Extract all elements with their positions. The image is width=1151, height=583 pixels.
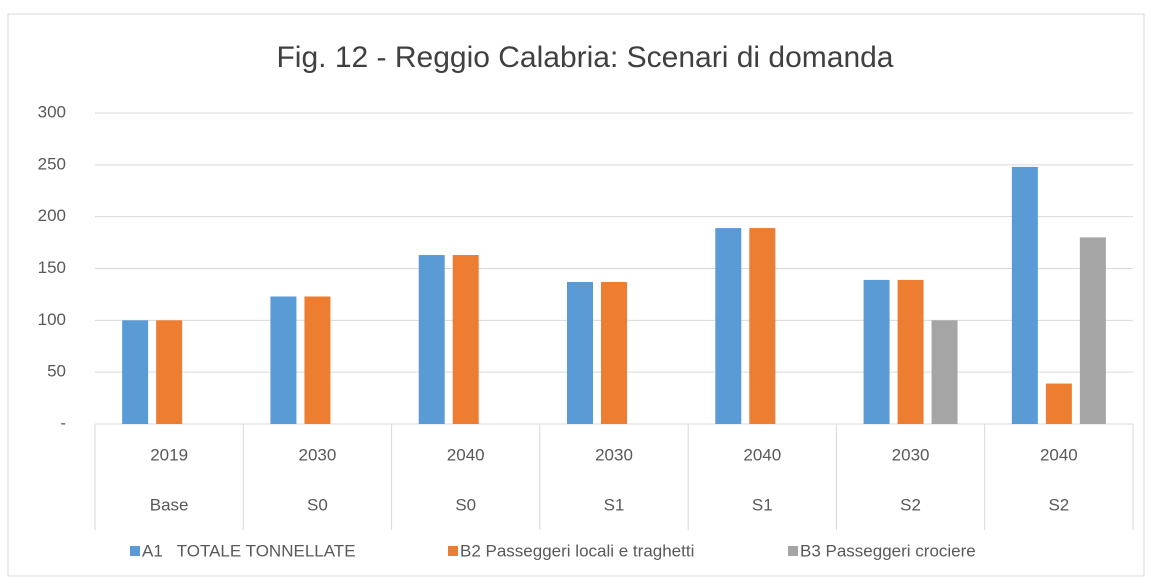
bar <box>156 320 183 424</box>
legend-label: B3 Passeggeri crociere <box>800 541 976 560</box>
x-group-label: S2 <box>1048 495 1069 514</box>
legend-swatch <box>130 546 140 556</box>
x-tick-label: 2030 <box>892 445 930 464</box>
y-tick-label: 100 <box>38 310 66 329</box>
chart-title: Fig. 12 - Reggio Calabria: Scenari di do… <box>276 41 893 74</box>
bar <box>1011 166 1038 424</box>
legend-swatch <box>788 546 798 556</box>
x-group-label: Base <box>150 495 189 514</box>
bar <box>897 279 924 424</box>
bar <box>749 228 776 424</box>
bar <box>304 296 331 424</box>
bar <box>567 281 593 424</box>
x-group-label: S0 <box>455 495 476 514</box>
legend-label: B2 Passeggeri locali e traghetti <box>460 541 694 560</box>
x-group-label: S2 <box>900 495 921 514</box>
bar <box>715 228 742 424</box>
x-group-label: S1 <box>752 495 773 514</box>
legend-label: A1 TOTALE TONNELLATE <box>142 541 356 560</box>
bar <box>270 296 297 424</box>
x-tick-label: 2040 <box>447 445 485 464</box>
y-tick-label: 300 <box>38 102 66 121</box>
bar <box>122 320 149 424</box>
bar <box>452 255 479 424</box>
legend-swatch <box>448 546 458 556</box>
x-tick-label: 2030 <box>299 445 337 464</box>
bar <box>1079 237 1106 424</box>
bar <box>863 279 890 424</box>
x-tick-label: 2040 <box>1040 445 1078 464</box>
y-tick-label: 150 <box>38 258 66 277</box>
x-tick-label: 2030 <box>595 445 633 464</box>
bar <box>601 281 627 424</box>
bar <box>931 320 958 424</box>
y-tick-label: - <box>60 413 66 432</box>
y-tick-label: 50 <box>47 362 66 381</box>
y-tick-label: 250 <box>38 154 66 173</box>
x-group-label: S0 <box>307 495 328 514</box>
x-tick-label: 2040 <box>743 445 781 464</box>
x-group-label: S1 <box>604 495 625 514</box>
bar <box>1045 383 1072 424</box>
bar <box>418 255 445 424</box>
x-tick-label: 2019 <box>150 445 188 464</box>
y-tick-label: 200 <box>38 206 66 225</box>
